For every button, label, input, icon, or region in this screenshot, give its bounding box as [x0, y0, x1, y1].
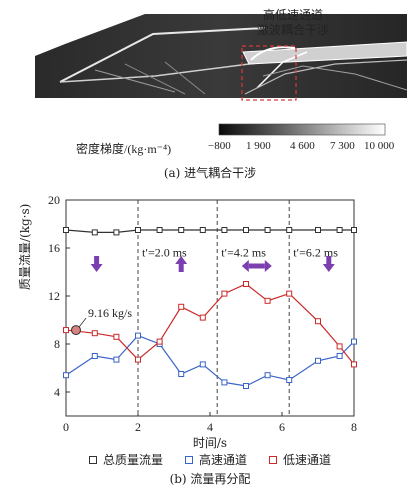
colorbar	[218, 123, 386, 136]
data-point	[63, 372, 69, 379]
data-point	[243, 383, 249, 389]
flow-chart: 0 2 4 6 8 4 8 12 16 20 t′=2.0 ms t′=4.2 ms t′=6.2 m…	[48, 193, 357, 434]
data-point	[264, 372, 271, 379]
data-point	[156, 227, 163, 233]
data-point	[243, 281, 249, 287]
data-point	[264, 227, 271, 233]
data-point	[91, 330, 98, 337]
data-point	[113, 356, 120, 363]
data-point	[113, 333, 120, 340]
down-arrow-icon	[326, 256, 332, 264]
colorbar-tick-1: 1 900	[246, 140, 271, 152]
down-arrow-icon	[94, 256, 100, 264]
double-arrow-icon	[264, 260, 272, 272]
data-point	[286, 227, 293, 233]
data-point	[336, 353, 343, 359]
data-point	[221, 290, 228, 297]
series-line	[65, 283, 355, 365]
data-point	[113, 229, 120, 236]
data-point	[178, 371, 185, 377]
up-arrow-icon	[178, 264, 184, 272]
data-point	[336, 343, 343, 350]
x-tick-label: 2	[135, 420, 141, 434]
y-tick-label: 20	[48, 193, 60, 207]
time-marker-label: t′=4.2 ms	[221, 245, 266, 259]
density-gradient-figure	[35, 14, 408, 136]
double-arrow-icon	[241, 260, 249, 272]
colorbar-label: 密度梯度/(kg·m⁻⁴)	[76, 142, 172, 156]
x-axis-label: 时间/s	[192, 436, 228, 450]
data-point	[264, 297, 271, 304]
panel-b-caption: (b) 流量再分配	[169, 472, 251, 486]
point-annotation-label: 9.16 kg/s	[88, 306, 132, 320]
annotation-box-label: 高低速通道 激波耦合干涉	[250, 8, 336, 38]
series-line	[65, 334, 355, 387]
colorbar-tick-0: −800	[208, 140, 231, 152]
data-point	[199, 227, 206, 233]
data-point	[91, 229, 98, 236]
colorbar-tick-2: 4 600	[290, 140, 315, 152]
data-point	[336, 227, 343, 233]
legend-label-high-speed: 高速通道	[198, 453, 247, 467]
data-point	[178, 303, 185, 310]
upper-wall	[35, 14, 145, 56]
data-point	[351, 361, 357, 368]
y-tick-label: 12	[48, 289, 60, 303]
data-point	[315, 357, 321, 364]
legend-item-low-speed: 低速通道	[269, 451, 331, 468]
annotation-line-1: 高低速通道	[262, 8, 323, 22]
square-marker-icon	[269, 455, 277, 464]
legend-label-total: 总质量流量	[102, 453, 163, 467]
data-point	[221, 379, 228, 386]
down-arrow-icon	[90, 264, 103, 272]
data-point	[135, 356, 141, 363]
y-tick-label: 8	[54, 337, 60, 351]
y-axis-label: 质量流量/(kg·s)	[18, 203, 32, 290]
legend: 总质量流量 高速通道 低速通道	[0, 451, 420, 468]
cfd-image	[35, 4, 408, 136]
data-point	[91, 353, 98, 359]
x-tick-label: 6	[279, 420, 285, 434]
y-tick-label: 16	[48, 241, 60, 255]
data-point	[63, 327, 69, 334]
square-marker-icon	[184, 455, 193, 464]
x-tick-label: 8	[351, 420, 357, 434]
time-marker-label: t′=2.0 ms	[142, 245, 187, 259]
double-arrow-icon	[248, 263, 265, 269]
data-point	[135, 227, 141, 233]
data-point	[351, 227, 357, 233]
series-line	[65, 229, 354, 234]
data-point	[178, 227, 185, 233]
up-arrow-icon	[175, 256, 188, 264]
data-point	[135, 332, 141, 339]
data-point	[315, 227, 321, 233]
legend-label-low-speed: 低速通道	[283, 453, 332, 467]
data-point	[221, 227, 228, 233]
data-point	[243, 227, 249, 233]
data-point	[63, 227, 69, 233]
annotation-line-2: 激波耦合干涉	[256, 23, 329, 37]
annotation-leader	[78, 317, 87, 328]
data-point	[286, 377, 293, 383]
time-marker-label: t′=6.2 ms	[293, 245, 338, 259]
data-point	[315, 318, 321, 325]
down-arrow-icon	[322, 264, 335, 272]
legend-item-total: 总质量流量	[88, 451, 163, 468]
highlight-point	[71, 325, 81, 336]
colorbar-tick-4: 10 000	[364, 140, 395, 152]
interaction-highlight-box	[241, 45, 297, 101]
data-point	[156, 338, 163, 345]
colorbar-tick-3: 7 300	[330, 140, 355, 152]
legend-item-high-speed: 高速通道	[184, 451, 247, 468]
y-tick-label: 4	[54, 385, 60, 399]
data-point	[351, 338, 357, 345]
data-point	[199, 361, 206, 368]
x-tick-label: 0	[63, 420, 69, 434]
data-point	[199, 314, 206, 321]
x-tick-label: 4	[207, 420, 213, 434]
panel-a-caption: (a) 进气耦合干涉	[163, 166, 257, 180]
data-point	[286, 290, 293, 297]
square-marker-icon	[88, 455, 97, 464]
